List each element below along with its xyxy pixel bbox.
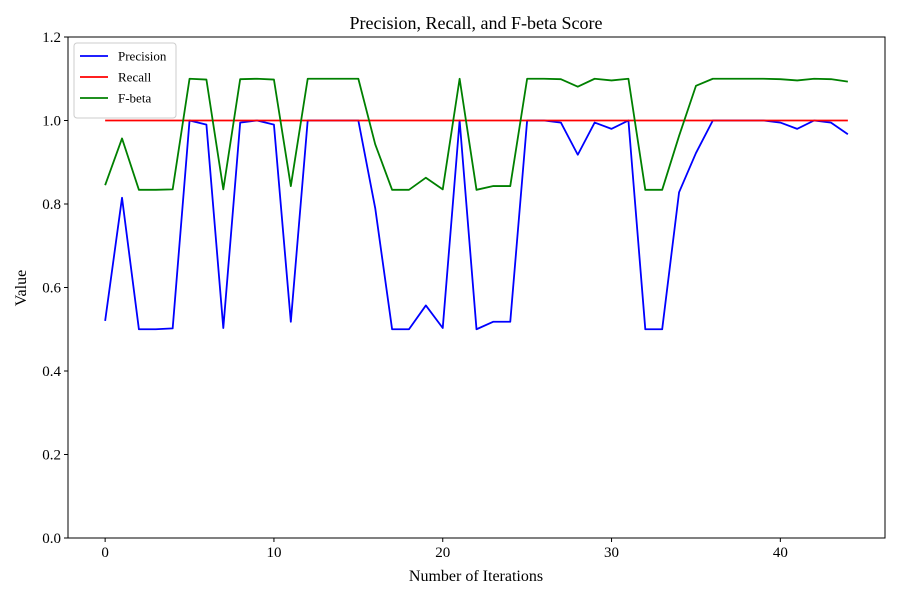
plot-frame	[67, 36, 886, 539]
x-tick-label: 0	[101, 545, 109, 561]
y-tick-label: 1.2	[42, 30, 61, 46]
x-axis-ticks: 0 10 20 30 40	[101, 538, 788, 561]
x-tick-label: 20	[435, 545, 450, 561]
y-axis-ticks: 0.0 0.2 0.4 0.6 0.8 1.0 1.2	[42, 30, 68, 547]
legend-label: Recall	[118, 70, 152, 85]
y-tick-label: 0.8	[42, 197, 61, 213]
y-tick-label: 0.6	[42, 281, 61, 297]
x-tick-label: 40	[773, 545, 788, 561]
x-tick-label: 30	[604, 545, 619, 561]
chart-title: Precision, Recall, and F-beta Score	[350, 13, 603, 33]
x-tick-label: 10	[266, 545, 281, 561]
y-tick-label: 0.4	[42, 364, 61, 380]
legend-box	[73, 42, 177, 119]
legend: Precision Recall F-beta	[73, 42, 177, 119]
series-line-f-beta	[104, 77, 848, 191]
x-axis-label: Number of Iterations	[409, 568, 543, 585]
y-tick-label: 0.2	[42, 448, 61, 464]
plot-lines	[104, 77, 849, 331]
y-tick-label: 0.0	[42, 531, 61, 547]
legend-label: F-beta	[118, 91, 151, 106]
y-axis-label: Value	[13, 270, 30, 306]
y-tick-label: 1.0	[42, 114, 61, 130]
legend-label: Precision	[118, 49, 167, 64]
